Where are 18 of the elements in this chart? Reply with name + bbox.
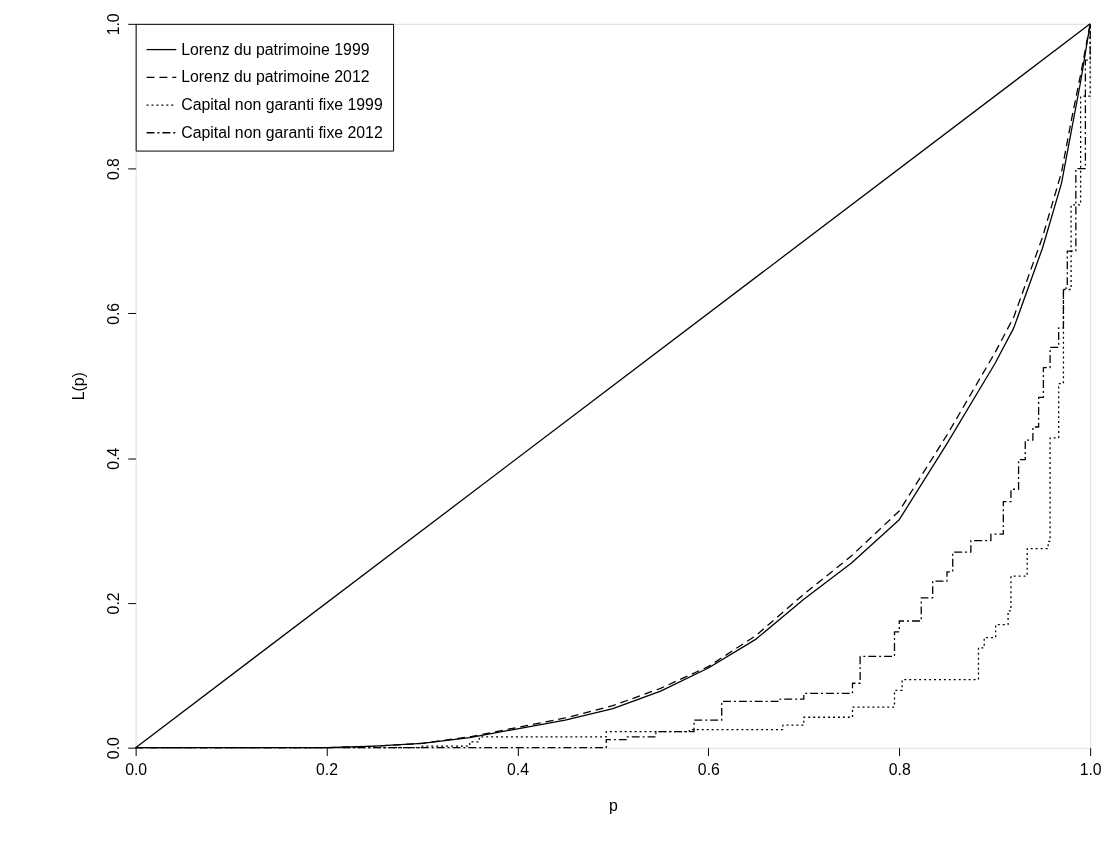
legend-label: Capital non garanti fixe 1999	[181, 95, 383, 113]
y-tick-label: 1.0	[105, 13, 123, 36]
x-tick-label: 0.0	[125, 760, 148, 778]
x-tick-label: 0.8	[888, 760, 911, 778]
y-tick-label: 0.6	[105, 302, 123, 325]
y-tick-label: 0.2	[105, 592, 123, 615]
x-tick-label: 0.4	[506, 760, 530, 778]
y-axis-title: L(p)	[69, 372, 87, 401]
y-tick-label: 0.4	[105, 447, 123, 470]
x-tick-label: 0.6	[697, 760, 721, 778]
x-axis-title: p	[609, 796, 618, 814]
y-tick-label: 0.8	[105, 157, 123, 181]
y-tick-label: 0.0	[105, 736, 123, 760]
legend-label: Capital non garanti fixe 2012	[181, 123, 383, 141]
legend-label: Lorenz du patrimoine 2012	[181, 68, 370, 86]
x-tick-label: 0.2	[316, 760, 339, 778]
x-tick-label: 1.0	[1079, 760, 1102, 778]
legend-label: Lorenz du patrimoine 1999	[181, 40, 370, 58]
